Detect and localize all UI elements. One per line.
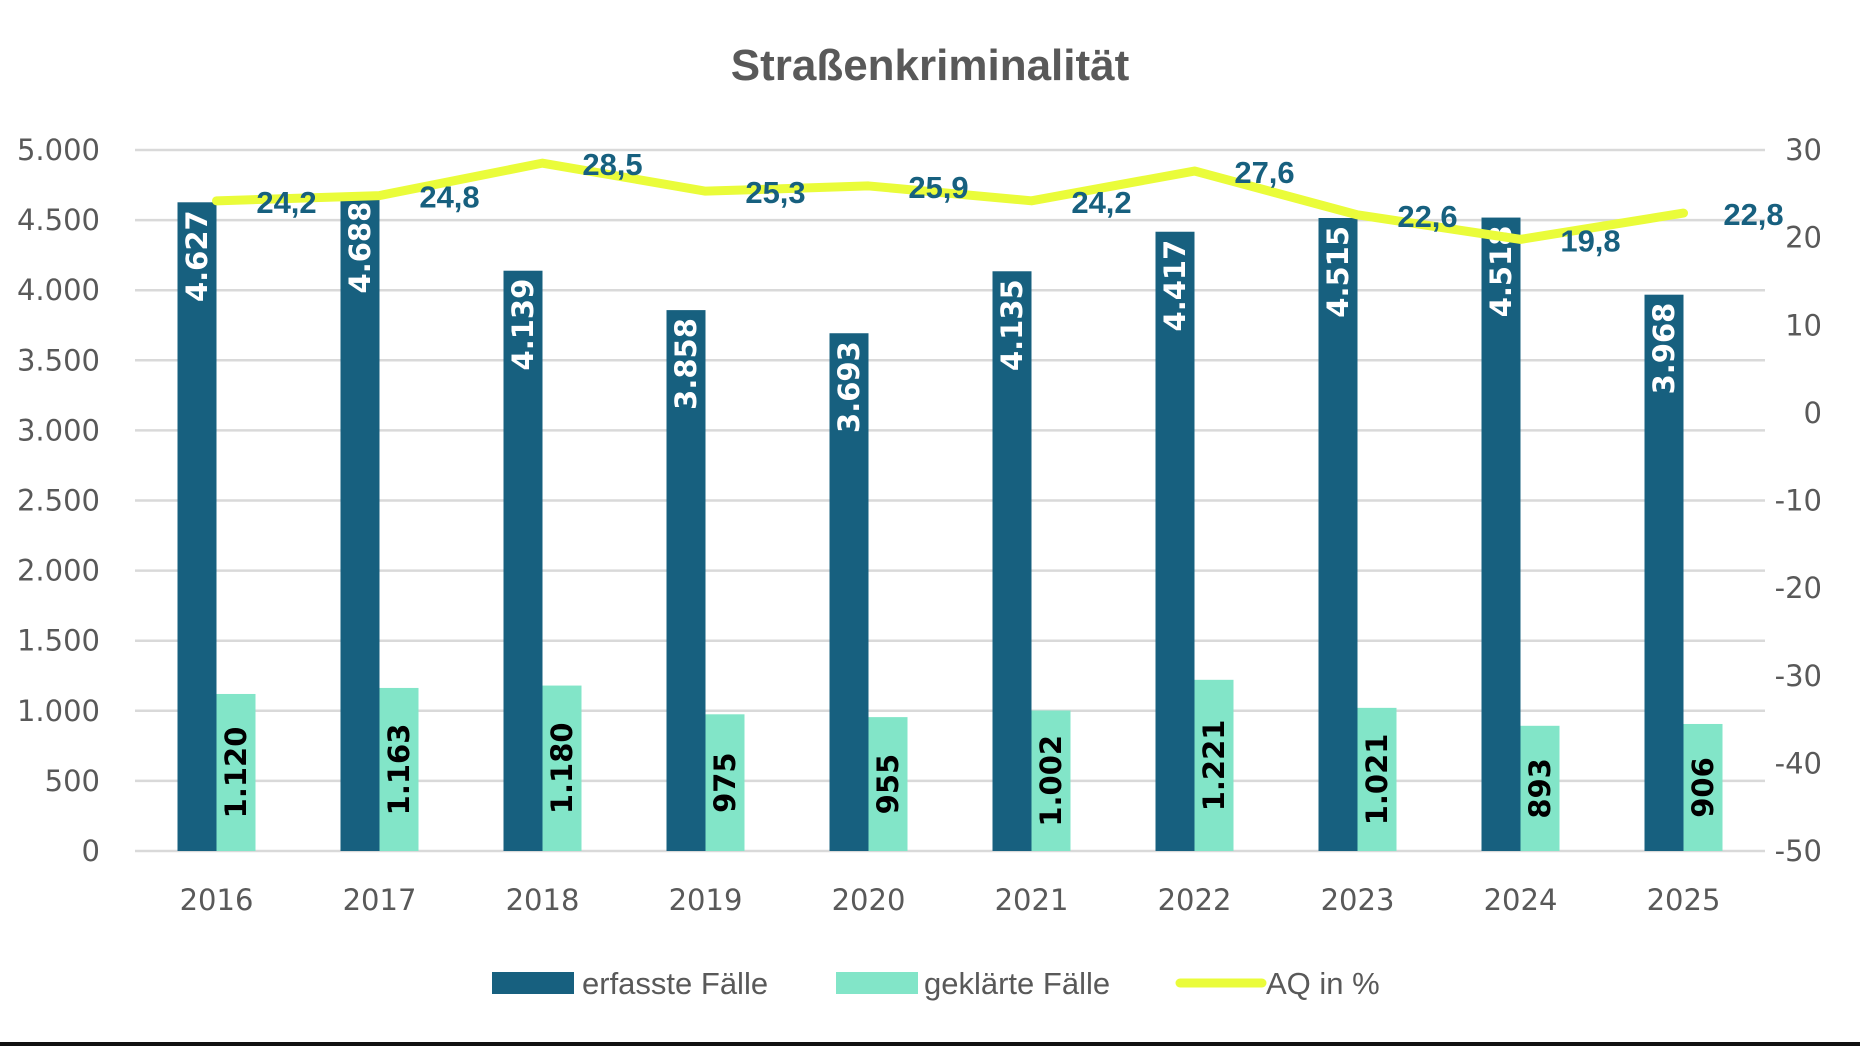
left-tick-label: 3.500 xyxy=(17,343,100,377)
right-tick-label: 10 xyxy=(1785,308,1822,342)
x-tick-label: 2025 xyxy=(1647,883,1721,917)
bar-erfasste xyxy=(992,271,1032,851)
bar-erfasste xyxy=(1644,294,1684,851)
aq-data-label: 22,6 xyxy=(1397,199,1457,234)
bar-label-erfasste: 4.688 xyxy=(343,202,377,294)
legend-swatch-erfasste xyxy=(492,972,574,994)
bar-label-erfasste: 4.627 xyxy=(180,210,214,302)
left-tick-label: 5.000 xyxy=(17,133,100,167)
left-axis: 0 500 1.000 1.500 2.000 2.500 3.000 3.500 4.000 4… xyxy=(17,133,100,868)
aq-data-label: 27,6 xyxy=(1234,155,1294,190)
aq-data-label: 25,9 xyxy=(908,170,968,205)
right-tick-label: 20 xyxy=(1785,221,1822,255)
bar-label-erfasste: 4.135 xyxy=(995,279,1029,371)
bar-geklaerte xyxy=(1357,707,1397,851)
aq-data-label: 24,8 xyxy=(419,180,479,215)
aq-data-label: 25,3 xyxy=(745,175,805,210)
x-tick-label: 2022 xyxy=(1158,883,1232,917)
x-tick-label: 2024 xyxy=(1484,883,1558,917)
left-tick-label: 2.000 xyxy=(17,554,100,588)
bar-label-geklaerte: 893 xyxy=(1523,758,1557,819)
bar-label-erfasste: 3.858 xyxy=(669,318,703,410)
left-tick-label: 0 xyxy=(82,834,100,868)
bar-label-geklaerte: 1.221 xyxy=(1197,720,1231,812)
bar-label-geklaerte: 1.002 xyxy=(1034,735,1068,827)
bar-label-erfasste: 3.693 xyxy=(832,341,866,433)
x-axis: 2016 2017 2018 2019 2020 2021 2022 2023 2024 2025 xyxy=(180,883,1721,917)
legend-label-geklaerte: geklärte Fälle xyxy=(924,966,1110,1001)
legend: erfasste Fälle geklärte Fälle AQ in % xyxy=(492,966,1380,1001)
bar-series: 4.627 1.120 4.688 1.163 4.139 1.180 3.858 975 3.… xyxy=(177,193,1723,852)
x-tick-label: 2016 xyxy=(180,883,254,917)
x-tick-label: 2023 xyxy=(1321,883,1395,917)
bar-label-erfasste: 3.968 xyxy=(1647,303,1681,395)
x-tick-label: 2017 xyxy=(343,883,417,917)
bar-geklaerte xyxy=(705,714,745,851)
bar-geklaerte xyxy=(1194,679,1234,851)
right-tick-label: 30 xyxy=(1785,133,1822,167)
left-tick-label: 2.500 xyxy=(17,484,100,518)
bar-geklaerte xyxy=(379,687,419,851)
aq-data-label: 19,8 xyxy=(1560,223,1620,258)
bar-geklaerte xyxy=(216,693,256,851)
bar-label-erfasste: 4.417 xyxy=(1158,240,1192,332)
bar-label-geklaerte: 975 xyxy=(708,752,742,813)
legend-label-erfasste: erfasste Fälle xyxy=(582,966,768,1001)
right-tick-label: -30 xyxy=(1775,659,1822,693)
bar-label-geklaerte: 1.120 xyxy=(219,727,253,819)
aq-data-label: 22,8 xyxy=(1723,197,1783,232)
bar-erfasste xyxy=(1155,231,1195,852)
right-tick-label: -40 xyxy=(1775,746,1822,780)
aq-data-label: 28,5 xyxy=(582,147,642,182)
bar-geklaerte xyxy=(1683,723,1723,851)
bar-label-geklaerte: 906 xyxy=(1686,757,1720,818)
aq-data-label: 24,2 xyxy=(256,185,316,220)
bar-label-erfasste: 4.515 xyxy=(1321,226,1355,318)
bar-label-geklaerte: 1.021 xyxy=(1360,734,1394,826)
x-tick-label: 2018 xyxy=(506,883,580,917)
bar-geklaerte xyxy=(868,717,908,851)
bar-erfasste xyxy=(177,202,217,851)
right-tick-label: -50 xyxy=(1775,834,1822,868)
bar-geklaerte xyxy=(1031,710,1071,851)
right-tick-label: -20 xyxy=(1775,571,1822,605)
bar-label-erfasste: 4.139 xyxy=(506,279,540,371)
right-tick-label: -10 xyxy=(1775,484,1822,518)
line-series: 24,2 24,8 28,5 25,3 25,9 24,2 27,6 22,6 19,8 22,8 xyxy=(212,147,1784,258)
bar-geklaerte xyxy=(542,685,582,851)
chart-title: Straßenkriminalität xyxy=(731,41,1130,90)
left-tick-label: 500 xyxy=(45,764,100,798)
legend-label-aq: AQ in % xyxy=(1266,966,1380,1001)
x-tick-label: 2021 xyxy=(995,883,1069,917)
bar-erfasste xyxy=(1318,217,1358,851)
left-tick-label: 1.000 xyxy=(17,694,100,728)
bar-erfasste xyxy=(340,193,380,851)
bar-erfasste xyxy=(666,310,706,851)
right-tick-label: 0 xyxy=(1804,396,1822,430)
bar-label-geklaerte: 1.163 xyxy=(382,724,416,816)
aq-data-label: 24,2 xyxy=(1071,185,1131,220)
right-axis: -50 -40 -30 -20 -10 0 10 20 30 xyxy=(1775,133,1822,868)
bar-geklaerte xyxy=(1520,725,1560,851)
x-tick-label: 2020 xyxy=(832,883,906,917)
bar-erfasste xyxy=(503,270,543,852)
left-tick-label: 4.000 xyxy=(17,273,100,307)
legend-swatch-geklaerte xyxy=(836,972,918,994)
left-tick-label: 4.500 xyxy=(17,203,100,237)
bar-label-geklaerte: 955 xyxy=(871,754,905,815)
aq-line xyxy=(212,158,1688,244)
left-tick-label: 3.000 xyxy=(17,413,100,447)
bar-erfasste xyxy=(829,333,869,851)
bottom-border xyxy=(0,1042,1860,1046)
bar-erfasste xyxy=(1481,217,1521,851)
x-tick-label: 2019 xyxy=(669,883,743,917)
bar-label-geklaerte: 1.180 xyxy=(545,722,579,814)
left-tick-label: 1.500 xyxy=(17,624,100,658)
